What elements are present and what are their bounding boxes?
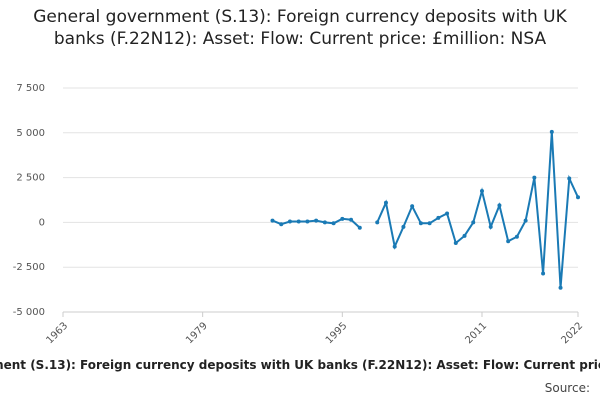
point [296,219,301,224]
point [279,222,284,227]
x-tick-label: 2011 [463,320,489,346]
point [479,189,484,194]
y-tick-label: 7 500 [16,83,45,94]
point [541,271,546,276]
footer-text: General government (S.13): Foreign curre… [0,358,600,372]
point [270,218,275,223]
chart-title: General government (S.13): Foreign curre… [33,7,567,49]
point [558,285,563,290]
x-tick-label: 1979 [184,320,210,346]
point [576,195,580,200]
point [418,221,423,226]
point [436,215,441,220]
x-tick-label: 2022 [559,320,585,346]
y-tick-label: -2 500 [13,262,45,273]
point [331,221,336,226]
point [287,219,292,224]
point [305,219,310,224]
point [506,239,511,244]
point [497,203,502,208]
point [514,234,519,239]
footer: General government (S.13): Foreign curre… [0,358,600,372]
point [523,218,528,223]
point [410,204,415,209]
point [392,244,397,249]
x-tick-label: 1963 [44,320,70,346]
point [349,217,354,222]
point [375,220,380,225]
source: Source: [544,381,590,395]
x-tick-label: 1995 [324,320,350,346]
chart: -5 000 -2 500 0 2 500 5 000 7 500 1963 1979 1995… [13,83,585,346]
point [471,220,476,225]
point [314,218,319,223]
point [453,241,458,246]
point [322,220,327,225]
y-tick-label: -5 000 [13,307,45,318]
point [532,175,537,180]
point [462,233,467,238]
y-tick-label: 0 [39,217,45,228]
series-line [272,131,579,288]
point [427,221,432,226]
point [445,211,450,216]
point [357,225,362,230]
y-tick-label: 2 500 [16,173,45,184]
point [383,200,388,205]
point [567,176,572,181]
point [401,224,406,229]
point [549,129,554,134]
point [488,224,493,229]
y-tick-label: 5 000 [16,128,45,139]
point [340,216,345,221]
